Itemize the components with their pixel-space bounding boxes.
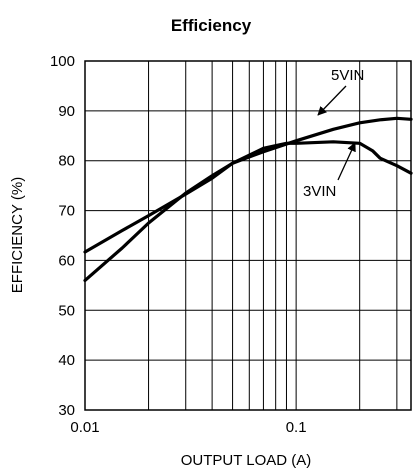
series-lines: [85, 118, 411, 280]
x-axis-label: OUTPUT LOAD (A): [181, 452, 312, 469]
annotation-label-3vin: 3VIN: [303, 183, 336, 200]
annotation-arrow-3vin: [338, 143, 355, 180]
y-tick-label: 80: [58, 153, 75, 170]
y-tick-label: 60: [58, 252, 75, 269]
y-tick-label: 30: [58, 402, 75, 419]
x-tick-label: 0.01: [70, 419, 99, 436]
y-tick-label: 40: [58, 352, 75, 369]
chart-title: Efficiency: [171, 16, 252, 35]
x-tick-label: 0.1: [286, 419, 307, 436]
y-axis-label: EFFICIENCY (%): [9, 177, 26, 293]
y-tick-label: 50: [58, 302, 75, 319]
annotations: 5VIN 3VIN: [303, 67, 364, 200]
y-tick-label: 90: [58, 103, 75, 120]
annotation-label-5vin: 5VIN: [331, 67, 364, 84]
y-tick-label: 70: [58, 203, 75, 220]
y-tick-label: 100: [50, 53, 75, 70]
series-line-5vin: [85, 118, 411, 280]
